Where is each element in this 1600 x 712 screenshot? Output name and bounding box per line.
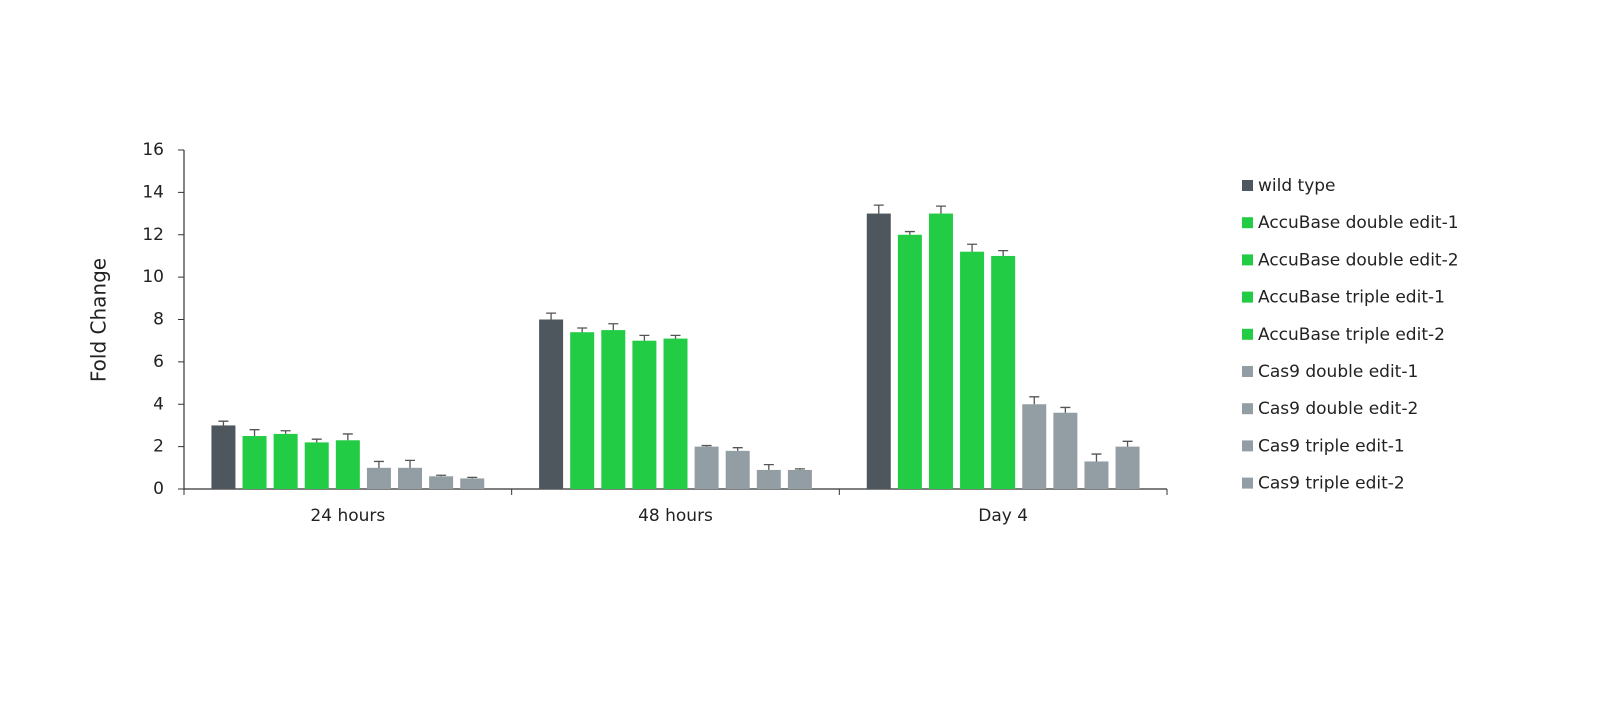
y-tick-label: 8 <box>153 310 164 330</box>
error-bar <box>732 447 743 451</box>
bar <box>960 251 985 489</box>
error-bar <box>701 444 712 447</box>
error-bar <box>794 468 805 470</box>
error-bar <box>998 249 1009 256</box>
error-bar <box>1060 406 1071 413</box>
error-bar <box>639 334 650 341</box>
error-bar <box>873 204 884 214</box>
legend-swatch <box>1242 440 1253 452</box>
bar <box>242 436 267 489</box>
bar <box>756 469 781 489</box>
error-bar <box>280 430 291 434</box>
error-bar <box>1122 440 1133 447</box>
legend-swatch <box>1242 477 1253 489</box>
bar <box>460 478 485 489</box>
error-bar <box>249 429 260 437</box>
error-bar <box>218 420 229 426</box>
y-tick-label: 12 <box>142 225 164 245</box>
error-bar <box>1091 453 1102 462</box>
bar <box>866 213 891 489</box>
legend-swatch <box>1242 180 1253 191</box>
error-bar <box>467 476 478 479</box>
error-bar <box>342 433 353 441</box>
bar <box>1022 404 1047 489</box>
bar <box>211 425 236 489</box>
legend-label: Cas9 triple edit-2 <box>1258 474 1405 494</box>
bar <box>787 469 812 489</box>
legend-label: wild type <box>1258 176 1336 196</box>
legend-label: AccuBase double edit-1 <box>1258 213 1459 233</box>
bar <box>663 338 688 489</box>
bar <box>928 213 953 489</box>
legend-swatch <box>1242 366 1253 377</box>
error-bar <box>1029 396 1040 405</box>
x-tick-label: Day 4 <box>978 506 1028 526</box>
x-tick-label: 48 hours <box>638 506 713 526</box>
legend-label: AccuBase triple edit-2 <box>1258 325 1445 345</box>
bar <box>273 433 298 489</box>
legend-label: AccuBase double edit-2 <box>1258 250 1459 270</box>
x-tick-label: 24 hours <box>310 506 385 526</box>
bar <box>398 467 423 489</box>
error-bar <box>436 474 447 477</box>
error-bar <box>405 459 416 468</box>
bar <box>694 446 719 489</box>
y-tick-label: 14 <box>142 182 164 202</box>
bar <box>1053 412 1078 489</box>
bar <box>725 450 750 489</box>
error-bar <box>935 205 946 214</box>
error-bar <box>967 243 978 252</box>
error-bar <box>670 334 681 339</box>
bar <box>1084 461 1109 489</box>
error-bar <box>311 438 322 443</box>
legend-swatch <box>1242 403 1253 415</box>
bar <box>335 440 360 489</box>
bar <box>366 467 391 489</box>
bar <box>570 332 595 489</box>
bar <box>991 255 1016 489</box>
error-bar <box>904 230 915 235</box>
bar <box>1115 446 1140 489</box>
legend-swatch <box>1242 328 1253 340</box>
bar <box>304 442 329 489</box>
error-bar <box>546 312 557 320</box>
bar <box>539 319 564 489</box>
y-tick-label: 6 <box>153 352 164 372</box>
legend-label: Cas9 double edit-2 <box>1258 399 1418 419</box>
legend-label: Cas9 double edit-1 <box>1258 362 1418 382</box>
y-axis-label: Fold Change <box>87 258 111 382</box>
y-tick-label: 10 <box>142 267 164 287</box>
legend-label: Cas9 triple edit-1 <box>1258 436 1405 456</box>
error-bar <box>763 463 774 470</box>
bar <box>429 476 454 489</box>
error-bar <box>608 323 619 331</box>
bar <box>601 330 626 489</box>
y-tick-label: 2 <box>153 437 164 457</box>
y-tick-label: 4 <box>153 394 164 414</box>
bar <box>632 340 657 489</box>
bar <box>897 234 922 489</box>
error-bar <box>577 327 588 333</box>
legend-swatch <box>1242 254 1253 266</box>
legend-label: AccuBase triple edit-1 <box>1258 288 1445 308</box>
legend-swatch <box>1242 291 1253 303</box>
error-bar <box>373 460 384 468</box>
legend-swatch <box>1242 217 1253 229</box>
y-tick-label: 0 <box>153 479 164 499</box>
y-tick-label: 16 <box>142 140 164 160</box>
